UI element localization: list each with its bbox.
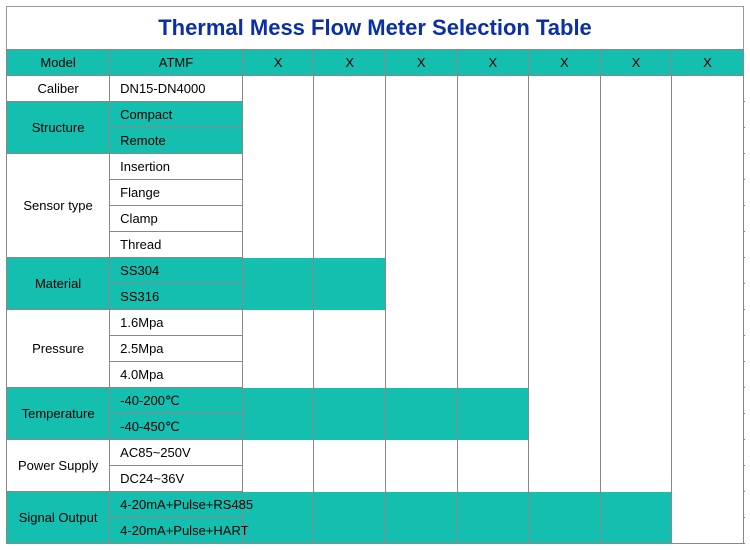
- whitespace: [672, 76, 744, 544]
- row-label: Material: [7, 258, 110, 310]
- option-value: 4-20mA+Pulse+RS485: [110, 492, 672, 518]
- row-label: Signal Output: [7, 492, 110, 544]
- header-label: Model: [7, 50, 110, 76]
- row-label: Structure: [7, 102, 110, 154]
- option-value: SS304: [110, 258, 386, 284]
- option-value: Thread: [110, 232, 314, 258]
- page-title: Thermal Mess Flow Meter Selection Table: [6, 6, 744, 49]
- header-code-2: X: [385, 50, 457, 76]
- header-code-5: X: [600, 50, 672, 76]
- option-value: 2.5Mpa: [110, 336, 457, 362]
- header-code-3: X: [457, 50, 529, 76]
- selection-table: ModelATMFXXXXXXXCaliberDN15-DN4000Struct…: [6, 49, 744, 544]
- option-value: DN15-DN4000: [110, 76, 243, 102]
- option-value: Compact: [110, 102, 243, 128]
- option-value: Insertion: [110, 154, 314, 180]
- option-value: SS316: [110, 284, 386, 310]
- header-code-0: X: [242, 50, 314, 76]
- whitespace: [600, 76, 672, 544]
- option-value: Remote: [110, 128, 243, 154]
- option-value: AC85~250V: [110, 440, 600, 466]
- header-code-4: X: [529, 50, 601, 76]
- option-value: 4-20mA+Pulse+HART: [110, 518, 672, 544]
- header-code-1: X: [314, 50, 386, 76]
- row-label: Pressure: [7, 310, 110, 388]
- header-value: ATMF: [110, 50, 243, 76]
- row-label: Power Supply: [7, 440, 110, 492]
- option-value: -40-450℃: [110, 414, 529, 440]
- row-label: Temperature: [7, 388, 110, 440]
- header-code-6: X: [672, 50, 744, 76]
- row-label: Sensor type: [7, 154, 110, 258]
- row-label: Caliber: [7, 76, 110, 102]
- option-value: -40-200℃: [110, 388, 529, 414]
- option-value: DC24~36V: [110, 466, 600, 492]
- option-value: 1.6Mpa: [110, 310, 457, 336]
- option-value: Clamp: [110, 206, 314, 232]
- option-value: 4.0Mpa: [110, 362, 457, 388]
- option-value: Flange: [110, 180, 314, 206]
